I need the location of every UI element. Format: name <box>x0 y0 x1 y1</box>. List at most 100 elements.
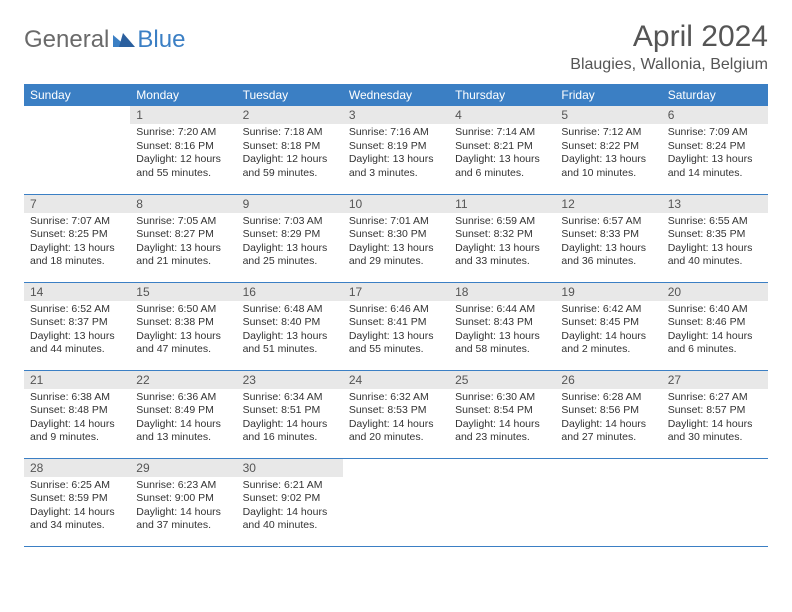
sunset-text: Sunset: 8:54 PM <box>455 404 549 418</box>
daylight-text: Daylight: 14 hours and 27 minutes. <box>561 418 655 445</box>
daylight-text: Daylight: 14 hours and 9 minutes. <box>30 418 124 445</box>
sunrise-text: Sunrise: 6:57 AM <box>561 215 655 229</box>
sunrise-text: Sunrise: 6:42 AM <box>561 303 655 317</box>
sunrise-text: Sunrise: 6:34 AM <box>243 391 337 405</box>
day-number: 1 <box>130 106 236 124</box>
logo: General Blue <box>24 26 185 54</box>
calendar-day-cell: 24Sunrise: 6:32 AMSunset: 8:53 PMDayligh… <box>343 370 449 458</box>
daylight-text: Daylight: 14 hours and 13 minutes. <box>136 418 230 445</box>
calendar-day-cell: 2Sunrise: 7:18 AMSunset: 8:18 PMDaylight… <box>237 106 343 194</box>
weekday-header: Wednesday <box>343 84 449 106</box>
title-block: April 2024 Blaugies, Wallonia, Belgium <box>570 20 768 74</box>
sunrise-text: Sunrise: 6:38 AM <box>30 391 124 405</box>
sunset-text: Sunset: 8:22 PM <box>561 140 655 154</box>
sunrise-text: Sunrise: 6:40 AM <box>668 303 762 317</box>
calendar-day-cell: 27Sunrise: 6:27 AMSunset: 8:57 PMDayligh… <box>662 370 768 458</box>
sunset-text: Sunset: 8:25 PM <box>30 228 124 242</box>
sunrise-text: Sunrise: 7:12 AM <box>561 126 655 140</box>
sunrise-text: Sunrise: 6:28 AM <box>561 391 655 405</box>
day-number: 17 <box>343 283 449 301</box>
header: General Blue April 2024 Blaugies, Wallon… <box>24 20 768 74</box>
logo-text-general: General <box>24 26 109 54</box>
sunset-text: Sunset: 8:49 PM <box>136 404 230 418</box>
calendar-header-row: Sunday Monday Tuesday Wednesday Thursday… <box>24 84 768 106</box>
day-content: Sunrise: 6:57 AMSunset: 8:33 PMDaylight:… <box>555 213 661 274</box>
day-content: Sunrise: 7:05 AMSunset: 8:27 PMDaylight:… <box>130 213 236 274</box>
day-content: Sunrise: 6:21 AMSunset: 9:02 PMDaylight:… <box>237 477 343 538</box>
calendar-week-row: 7Sunrise: 7:07 AMSunset: 8:25 PMDaylight… <box>24 194 768 282</box>
day-content: Sunrise: 6:50 AMSunset: 8:38 PMDaylight:… <box>130 301 236 362</box>
sunset-text: Sunset: 8:56 PM <box>561 404 655 418</box>
location-text: Blaugies, Wallonia, Belgium <box>570 56 768 74</box>
calendar-day-cell <box>449 458 555 546</box>
calendar-day-cell: 9Sunrise: 7:03 AMSunset: 8:29 PMDaylight… <box>237 194 343 282</box>
day-content: Sunrise: 6:48 AMSunset: 8:40 PMDaylight:… <box>237 301 343 362</box>
daylight-text: Daylight: 13 hours and 25 minutes. <box>243 242 337 269</box>
daylight-text: Daylight: 13 hours and 10 minutes. <box>561 153 655 180</box>
day-content: Sunrise: 6:44 AMSunset: 8:43 PMDaylight:… <box>449 301 555 362</box>
calendar-day-cell: 13Sunrise: 6:55 AMSunset: 8:35 PMDayligh… <box>662 194 768 282</box>
day-number: 15 <box>130 283 236 301</box>
month-title: April 2024 <box>570 20 768 54</box>
day-number: 2 <box>237 106 343 124</box>
day-number: 14 <box>24 283 130 301</box>
weekday-header: Sunday <box>24 84 130 106</box>
day-number: 21 <box>24 371 130 389</box>
sunrise-text: Sunrise: 6:21 AM <box>243 479 337 493</box>
sunrise-text: Sunrise: 7:20 AM <box>136 126 230 140</box>
weekday-header: Saturday <box>662 84 768 106</box>
day-number: 7 <box>24 195 130 213</box>
sunset-text: Sunset: 8:43 PM <box>455 316 549 330</box>
daylight-text: Daylight: 13 hours and 51 minutes. <box>243 330 337 357</box>
day-number: 20 <box>662 283 768 301</box>
sunrise-text: Sunrise: 7:16 AM <box>349 126 443 140</box>
sunrise-text: Sunrise: 7:09 AM <box>668 126 762 140</box>
calendar-day-cell: 19Sunrise: 6:42 AMSunset: 8:45 PMDayligh… <box>555 282 661 370</box>
sunset-text: Sunset: 8:32 PM <box>455 228 549 242</box>
sunrise-text: Sunrise: 7:01 AM <box>349 215 443 229</box>
day-content: Sunrise: 7:01 AMSunset: 8:30 PMDaylight:… <box>343 213 449 274</box>
sunset-text: Sunset: 8:29 PM <box>243 228 337 242</box>
day-content: Sunrise: 6:42 AMSunset: 8:45 PMDaylight:… <box>555 301 661 362</box>
day-content: Sunrise: 7:16 AMSunset: 8:19 PMDaylight:… <box>343 124 449 185</box>
daylight-text: Daylight: 13 hours and 40 minutes. <box>668 242 762 269</box>
calendar-day-cell: 10Sunrise: 7:01 AMSunset: 8:30 PMDayligh… <box>343 194 449 282</box>
day-number: 26 <box>555 371 661 389</box>
calendar-week-row: 21Sunrise: 6:38 AMSunset: 8:48 PMDayligh… <box>24 370 768 458</box>
sunset-text: Sunset: 8:16 PM <box>136 140 230 154</box>
calendar-day-cell: 4Sunrise: 7:14 AMSunset: 8:21 PMDaylight… <box>449 106 555 194</box>
sunrise-text: Sunrise: 6:36 AM <box>136 391 230 405</box>
day-number: 12 <box>555 195 661 213</box>
calendar-day-cell: 1Sunrise: 7:20 AMSunset: 8:16 PMDaylight… <box>130 106 236 194</box>
calendar-day-cell: 11Sunrise: 6:59 AMSunset: 8:32 PMDayligh… <box>449 194 555 282</box>
calendar-day-cell: 23Sunrise: 6:34 AMSunset: 8:51 PMDayligh… <box>237 370 343 458</box>
sunrise-text: Sunrise: 6:59 AM <box>455 215 549 229</box>
sunset-text: Sunset: 8:53 PM <box>349 404 443 418</box>
daylight-text: Daylight: 14 hours and 6 minutes. <box>668 330 762 357</box>
day-content: Sunrise: 7:20 AMSunset: 8:16 PMDaylight:… <box>130 124 236 185</box>
day-content: Sunrise: 6:25 AMSunset: 8:59 PMDaylight:… <box>24 477 130 538</box>
daylight-text: Daylight: 13 hours and 18 minutes. <box>30 242 124 269</box>
day-content: Sunrise: 6:46 AMSunset: 8:41 PMDaylight:… <box>343 301 449 362</box>
calendar-day-cell <box>555 458 661 546</box>
day-content: Sunrise: 6:40 AMSunset: 8:46 PMDaylight:… <box>662 301 768 362</box>
calendar-day-cell: 3Sunrise: 7:16 AMSunset: 8:19 PMDaylight… <box>343 106 449 194</box>
sunset-text: Sunset: 8:48 PM <box>30 404 124 418</box>
sunrise-text: Sunrise: 6:25 AM <box>30 479 124 493</box>
logo-text-blue: Blue <box>137 26 185 54</box>
calendar-day-cell <box>662 458 768 546</box>
day-number: 4 <box>449 106 555 124</box>
daylight-text: Daylight: 14 hours and 34 minutes. <box>30 506 124 533</box>
daylight-text: Daylight: 13 hours and 14 minutes. <box>668 153 762 180</box>
day-number: 27 <box>662 371 768 389</box>
daylight-text: Daylight: 14 hours and 16 minutes. <box>243 418 337 445</box>
day-number: 10 <box>343 195 449 213</box>
calendar-day-cell: 25Sunrise: 6:30 AMSunset: 8:54 PMDayligh… <box>449 370 555 458</box>
sunset-text: Sunset: 8:18 PM <box>243 140 337 154</box>
sunset-text: Sunset: 8:57 PM <box>668 404 762 418</box>
day-content: Sunrise: 7:03 AMSunset: 8:29 PMDaylight:… <box>237 213 343 274</box>
daylight-text: Daylight: 13 hours and 44 minutes. <box>30 330 124 357</box>
sunset-text: Sunset: 8:40 PM <box>243 316 337 330</box>
calendar-day-cell: 6Sunrise: 7:09 AMSunset: 8:24 PMDaylight… <box>662 106 768 194</box>
daylight-text: Daylight: 14 hours and 20 minutes. <box>349 418 443 445</box>
